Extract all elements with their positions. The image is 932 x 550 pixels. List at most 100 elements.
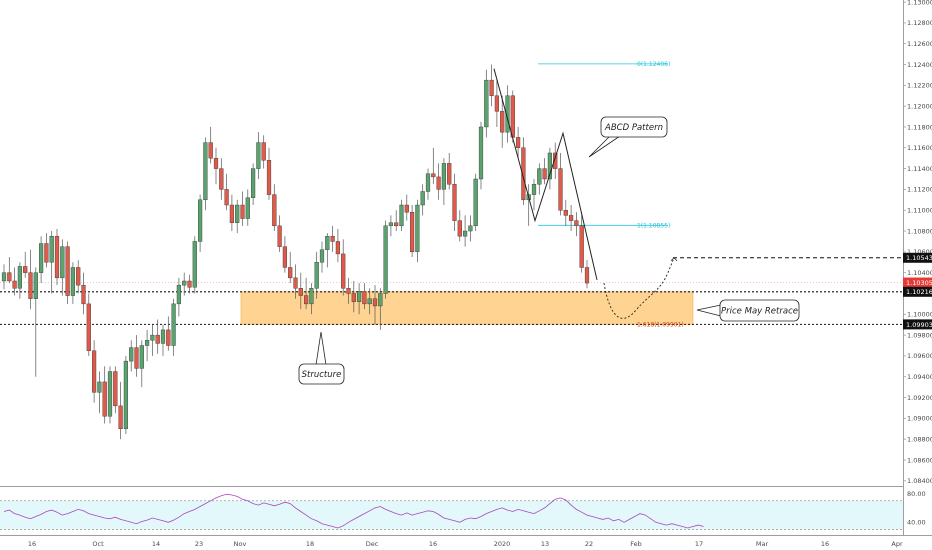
x-tick-label: Feb xyxy=(630,540,642,548)
bullish-candle xyxy=(505,95,510,133)
bullish-candle xyxy=(256,142,261,169)
bullish-candle xyxy=(192,241,197,288)
bullish-candle xyxy=(107,371,113,417)
bearish-candle xyxy=(521,147,526,201)
price-tag-label: 1.09903 xyxy=(906,321,932,329)
price-tag-label: 1.10305 xyxy=(906,279,932,287)
rsi-tick-label: 80.00 xyxy=(907,490,926,498)
projection-arrowhead xyxy=(670,257,678,262)
price-tag xyxy=(903,286,932,297)
abcd-pattern-lines xyxy=(493,68,598,281)
bullish-candle xyxy=(176,284,181,305)
bullish-candle xyxy=(49,236,54,263)
chart-annotations: 0(1.12406) 1(1.10855) 1.618(1.09901) ABCD P… xyxy=(298,61,800,385)
bullish-candle xyxy=(17,266,22,289)
chart-drawings xyxy=(0,63,903,325)
bearish-candle xyxy=(102,381,107,417)
y-tick-label: 1.11200 xyxy=(907,186,932,194)
structure-callout-box xyxy=(298,363,345,385)
bearish-candle xyxy=(113,371,118,407)
bearish-candle xyxy=(86,303,91,351)
bullish-candle xyxy=(129,347,134,362)
bearish-candle xyxy=(404,204,409,213)
abcd-callout-text: ABCD Pattern xyxy=(604,123,663,133)
bearish-candle xyxy=(500,111,505,133)
bearish-candle xyxy=(304,295,309,305)
bearish-candle xyxy=(510,95,515,138)
bearish-candle xyxy=(134,347,139,369)
bullish-candle xyxy=(484,79,489,128)
bullish-candle xyxy=(123,360,128,429)
y-tick-label: 1.09000 xyxy=(907,415,932,423)
bullish-candle xyxy=(319,249,325,263)
y-tick-label: 1.11000 xyxy=(907,207,932,215)
bullish-candle xyxy=(383,225,388,294)
x-tick-label: 18 xyxy=(306,540,314,548)
bearish-candle xyxy=(436,176,441,190)
bullish-candle xyxy=(441,163,446,190)
rsi-band xyxy=(0,500,903,530)
y-tick-label: 1.09400 xyxy=(907,373,932,381)
bullish-candle xyxy=(250,168,256,198)
bearish-candle xyxy=(155,334,160,344)
bullish-candle xyxy=(420,191,425,206)
y-tick-label: 1.08600 xyxy=(907,456,932,464)
bullish-candle xyxy=(171,303,176,346)
x-tick-label: 13 xyxy=(541,540,549,548)
bearish-candle xyxy=(489,79,494,96)
y-tick-label: 1.12400 xyxy=(907,61,932,69)
bullish-candle xyxy=(478,126,484,180)
bearish-candle xyxy=(584,267,590,284)
bearish-candle xyxy=(452,184,457,221)
bearish-candle xyxy=(272,194,277,227)
x-tick-label: 14 xyxy=(152,540,160,548)
bullish-candle xyxy=(473,178,478,227)
bullish-candle xyxy=(367,298,372,305)
price-tag-label: 1.10216 xyxy=(906,288,932,296)
fib-label: 1.618(1.09901) xyxy=(637,322,684,329)
bearish-candle xyxy=(516,137,521,148)
bearish-candle xyxy=(166,329,171,346)
x-tick-label: 16 xyxy=(429,540,437,548)
y-tick-label: 1.09200 xyxy=(907,394,932,402)
bearish-candle xyxy=(335,241,340,255)
bullish-candle xyxy=(197,199,203,242)
bearish-candle xyxy=(65,246,70,296)
rsi-line xyxy=(3,493,704,529)
bearish-candle xyxy=(494,95,499,112)
bearish-candle xyxy=(12,280,17,289)
bearish-candle xyxy=(91,350,97,393)
bearish-candle xyxy=(208,142,213,159)
x-tick-label: Mar xyxy=(756,540,769,548)
bearish-candle xyxy=(457,220,462,237)
bearish-candle xyxy=(277,225,282,247)
y-tick-label: 1.10000 xyxy=(907,311,932,319)
bearish-candle xyxy=(563,210,568,216)
chart-axes: 80.00 40.00 1.13000 1.12800 1.12600 1.12400 1.… xyxy=(28,0,932,548)
bullish-candle xyxy=(160,329,166,344)
x-tick-label: 16 xyxy=(821,540,829,548)
bullish-candle xyxy=(357,291,362,302)
rsi-tick-label: 40.00 xyxy=(907,519,926,527)
bearish-candle xyxy=(213,157,219,169)
bearish-candle xyxy=(76,267,81,286)
bullish-candle xyxy=(1,272,7,282)
y-tick-label: 1.11400 xyxy=(907,165,932,173)
bearish-candle xyxy=(282,246,287,268)
bearish-candle xyxy=(229,204,234,223)
bearish-candle xyxy=(261,142,266,161)
bearish-candle xyxy=(362,291,367,305)
bearish-candle xyxy=(553,152,558,169)
x-tick-label: 16 xyxy=(28,540,36,548)
price-tag-label: 1.10543 xyxy=(906,254,932,262)
candlestick-series xyxy=(1,64,590,440)
y-tick-label: 1.12000 xyxy=(907,102,932,110)
bearish-candle xyxy=(187,280,192,288)
bearish-candle xyxy=(569,215,574,221)
bearish-candle xyxy=(266,160,272,195)
y-tick-label: 1.09600 xyxy=(907,352,932,360)
bullish-candle xyxy=(60,246,65,279)
